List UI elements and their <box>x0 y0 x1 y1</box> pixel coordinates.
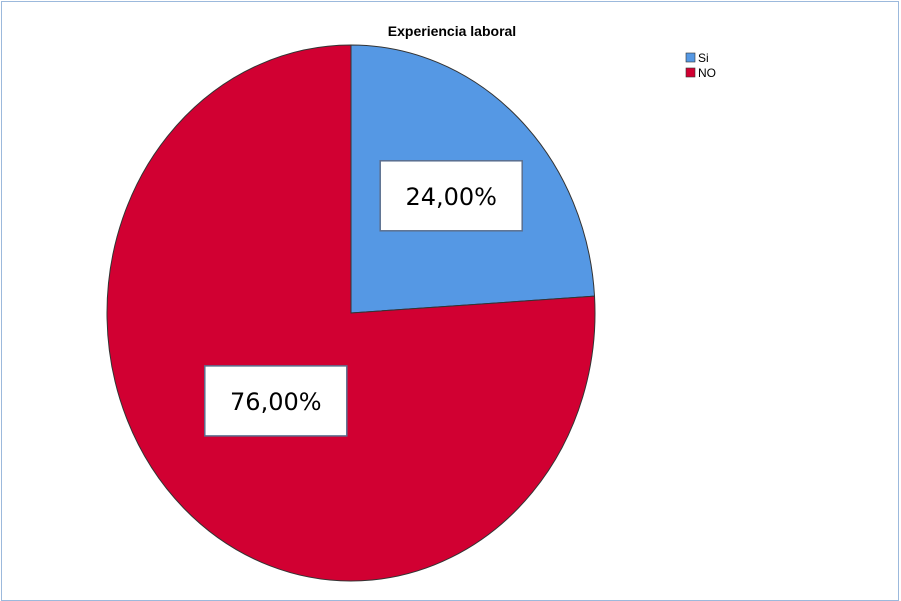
data-label-box <box>204 365 348 437</box>
legend-swatch-no <box>685 67 696 78</box>
legend-swatch-si <box>685 52 696 63</box>
data-label-si: 24,00% <box>379 160 523 232</box>
data-label-box <box>379 160 523 232</box>
data-labels: 24,00% 76,00% <box>204 160 523 437</box>
data-label-text: 24,00% <box>405 183 497 211</box>
pie-slices <box>106 44 596 582</box>
pie-slice-no <box>106 44 596 582</box>
legend-label-no: NO <box>698 66 716 80</box>
data-label-no: 76,00% <box>204 365 348 437</box>
data-label-text: 76,00% <box>230 388 322 416</box>
legend-label-si: Si <box>698 51 709 65</box>
pie-chart: Experiencia laboral 24,00% 76,00% Si NO <box>106 23 716 582</box>
legend: Si NO <box>685 51 716 80</box>
chart-title: Experiencia laboral <box>388 23 516 39</box>
